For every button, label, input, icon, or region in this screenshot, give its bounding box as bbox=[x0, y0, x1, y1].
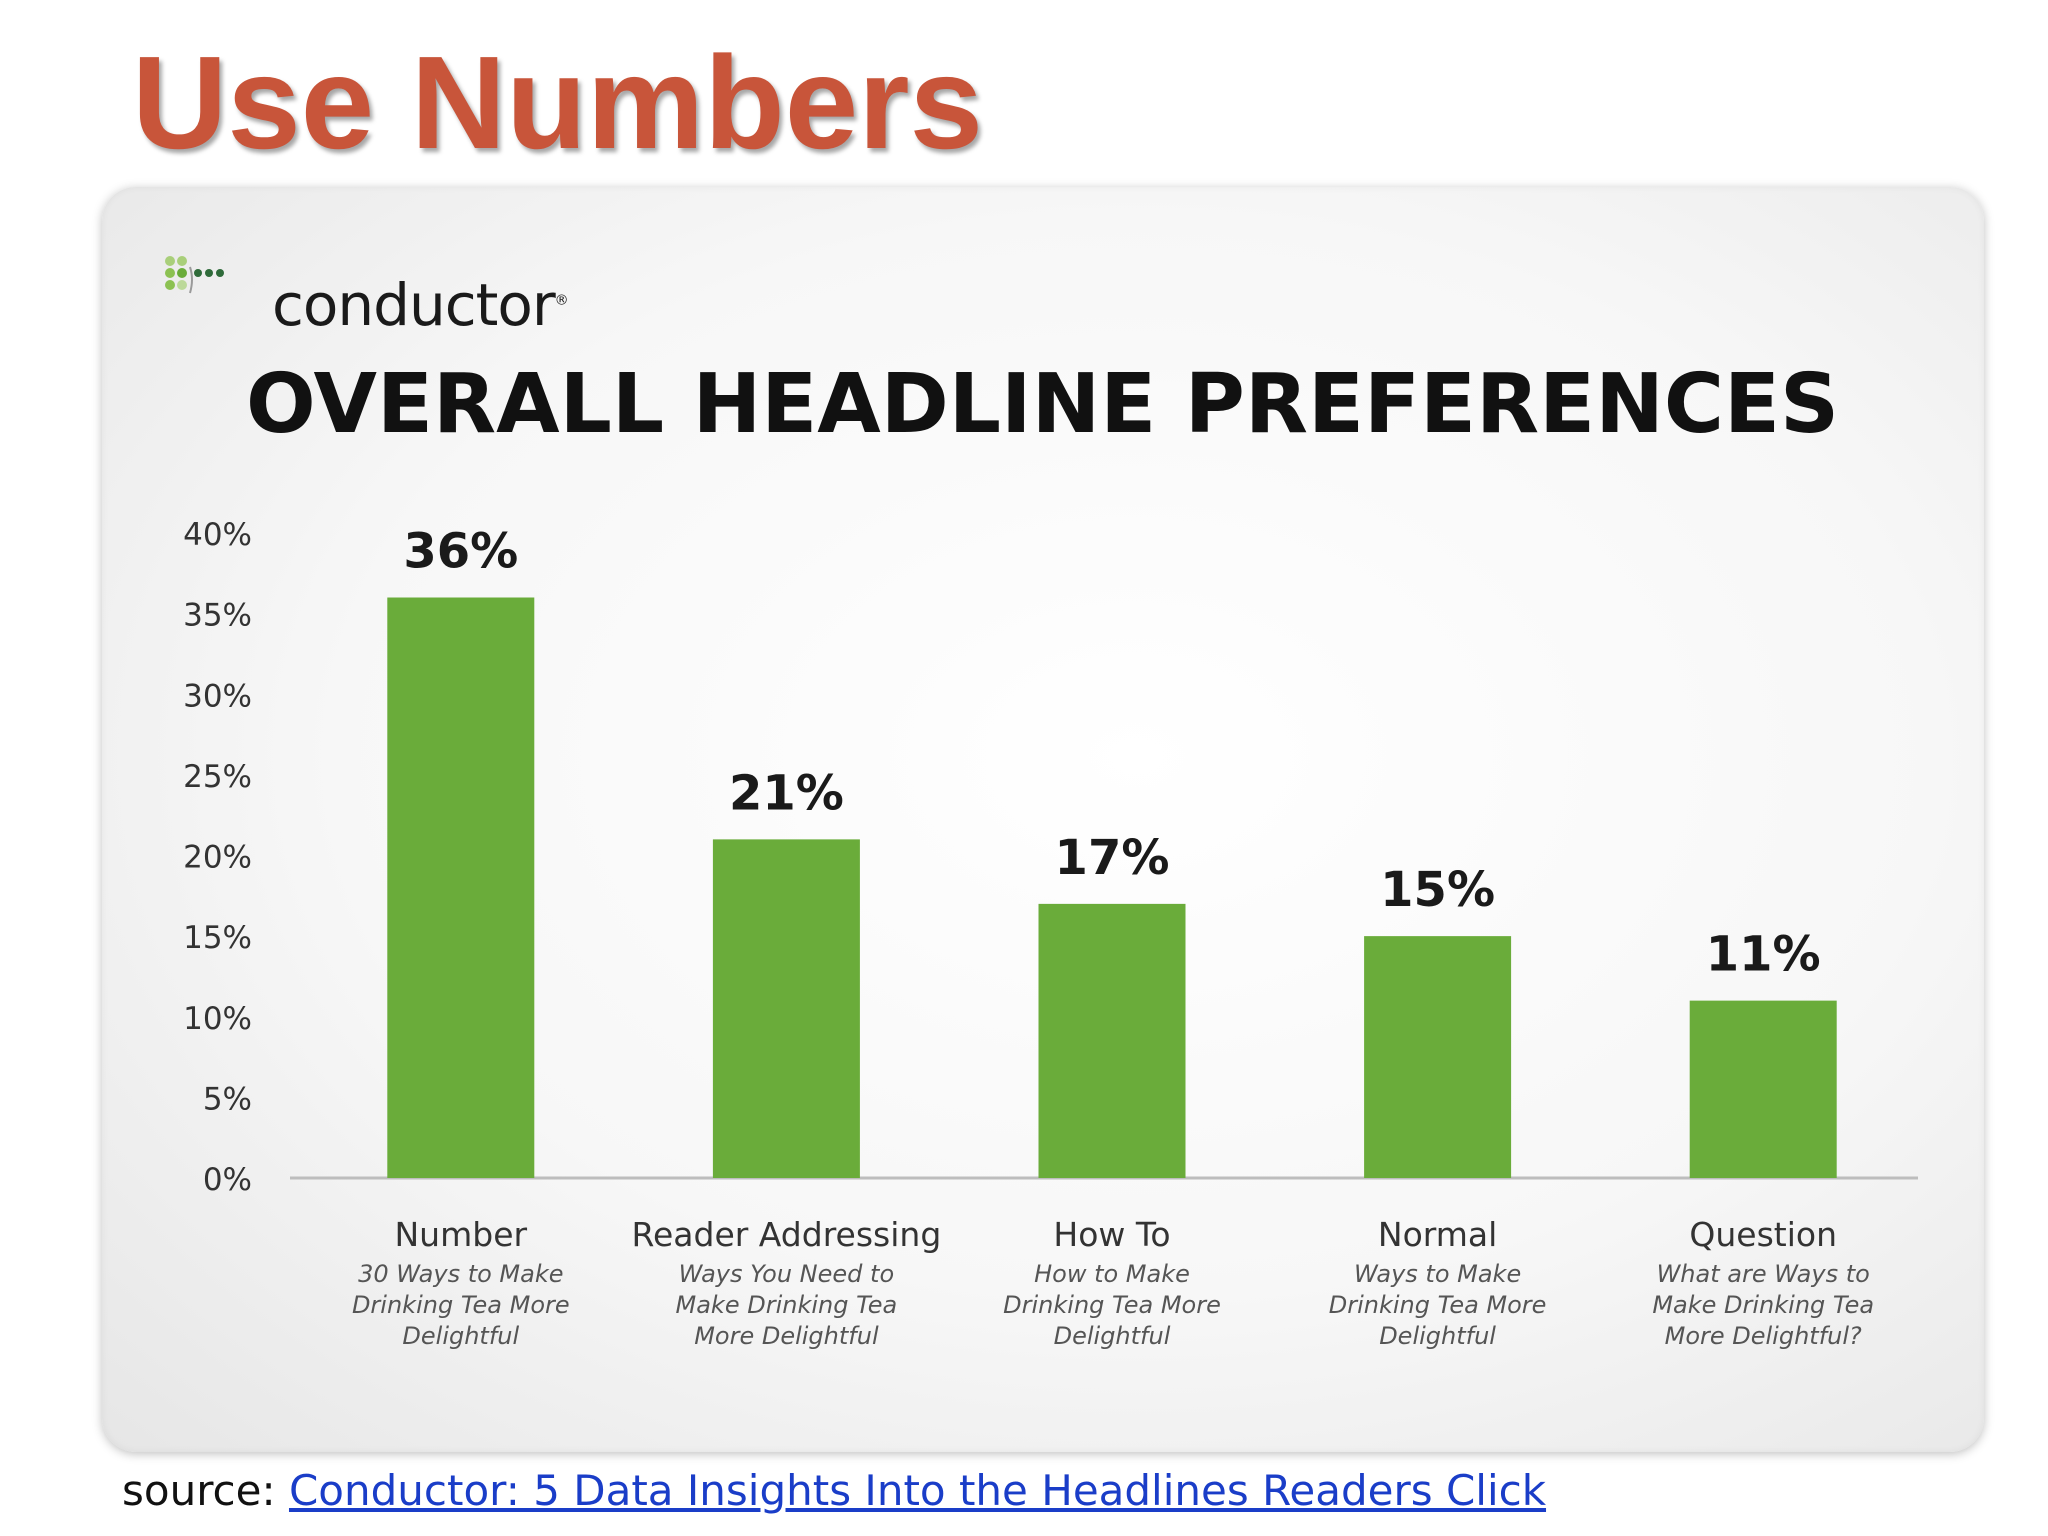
bar bbox=[387, 597, 535, 1178]
category-example-line: Ways to Make bbox=[1354, 1260, 1521, 1288]
y-tick-label: 10% bbox=[183, 1001, 252, 1037]
chart-card: conductor® OVERALL HEADLINE PREFERENCES … bbox=[102, 187, 1984, 1452]
category-example-line: More Delightful bbox=[694, 1322, 879, 1350]
category-example-line: Drinking Tea More bbox=[1003, 1291, 1221, 1319]
category-label: How To bbox=[1053, 1215, 1170, 1254]
slide-title: Use Numbers bbox=[132, 29, 983, 176]
category-label: Question bbox=[1689, 1215, 1837, 1254]
data-label: 11% bbox=[1706, 927, 1821, 983]
bar-chart: 0% 5% 10% 15% 20% 25% 30% 35% 40% 36% Number 30 Way… bbox=[183, 517, 1918, 1350]
category-example-line: Ways You Need to bbox=[679, 1260, 894, 1288]
category-example-line: What are Ways to bbox=[1657, 1260, 1870, 1288]
data-label: 21% bbox=[729, 765, 844, 821]
y-tick-label: 30% bbox=[183, 678, 252, 714]
y-tick-label: 20% bbox=[183, 840, 252, 876]
category-label: Number bbox=[395, 1215, 528, 1254]
category-example-line: 30 Ways to Make bbox=[358, 1260, 563, 1288]
y-tick-label: 0% bbox=[203, 1162, 252, 1198]
data-label: 15% bbox=[1380, 862, 1495, 918]
category-label: Reader Addressing bbox=[632, 1215, 942, 1254]
conductor-dots-icon bbox=[165, 256, 224, 294]
category-example-line: Delightful bbox=[1054, 1322, 1171, 1350]
category-example-line: Drinking Tea More bbox=[1329, 1291, 1547, 1319]
bar bbox=[1364, 936, 1512, 1178]
category-example-line: Make Drinking Tea bbox=[676, 1291, 898, 1319]
y-tick-label: 15% bbox=[183, 920, 252, 956]
y-tick-label: 5% bbox=[203, 1081, 252, 1117]
category-example-line: More Delightful? bbox=[1665, 1322, 1862, 1350]
data-label: 17% bbox=[1055, 830, 1170, 886]
bar bbox=[1689, 1000, 1837, 1178]
y-tick-label: 25% bbox=[183, 759, 252, 795]
y-tick-label: 40% bbox=[183, 517, 252, 553]
category-example-line: Make Drinking Tea bbox=[1652, 1291, 1874, 1319]
source-link[interactable]: Conductor: 5 Data Insights Into the Head… bbox=[288, 1466, 1547, 1515]
chart-title: OVERALL HEADLINE PREFERENCES bbox=[246, 357, 1840, 452]
category-example-line: Drinking Tea More bbox=[352, 1291, 570, 1319]
conductor-logo: conductor® bbox=[162, 253, 569, 353]
category-example-line: Delightful bbox=[402, 1322, 519, 1350]
source-prefix: source: bbox=[122, 1466, 276, 1515]
category-example-line: Delightful bbox=[1379, 1322, 1496, 1350]
source-line: source: Conductor: 5 Data Insights Into … bbox=[122, 1466, 1546, 1515]
category-label: Normal bbox=[1378, 1215, 1497, 1254]
logo-text: conductor® bbox=[272, 271, 569, 339]
data-label: 36% bbox=[403, 524, 518, 580]
category-example-line: How to Make bbox=[1034, 1260, 1190, 1288]
bar bbox=[712, 839, 860, 1178]
bar bbox=[1038, 903, 1186, 1178]
y-tick-label: 35% bbox=[183, 598, 252, 634]
